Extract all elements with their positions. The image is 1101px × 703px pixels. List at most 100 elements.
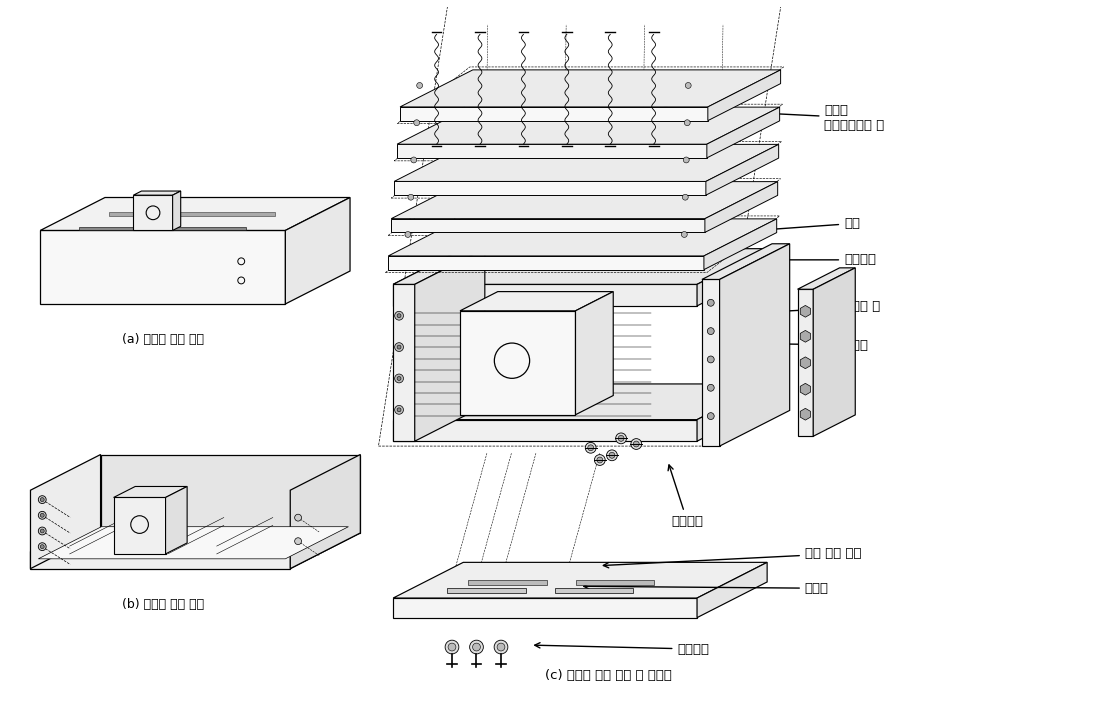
Circle shape [683, 194, 688, 200]
Polygon shape [800, 357, 810, 368]
Polygon shape [113, 498, 165, 554]
Polygon shape [468, 581, 546, 586]
Polygon shape [393, 284, 697, 306]
Circle shape [685, 120, 690, 126]
Circle shape [397, 314, 401, 318]
Polygon shape [697, 562, 767, 618]
Polygon shape [393, 562, 767, 598]
Circle shape [615, 433, 626, 444]
Polygon shape [31, 455, 100, 569]
Circle shape [707, 299, 715, 307]
Polygon shape [100, 455, 360, 533]
Polygon shape [31, 551, 291, 569]
Circle shape [607, 450, 618, 460]
Polygon shape [391, 181, 777, 219]
Polygon shape [576, 292, 613, 415]
Circle shape [397, 345, 401, 349]
Polygon shape [797, 268, 855, 289]
Polygon shape [797, 289, 814, 437]
Circle shape [448, 643, 456, 651]
Circle shape [295, 538, 302, 545]
Polygon shape [39, 527, 348, 559]
Polygon shape [393, 284, 415, 441]
Circle shape [405, 231, 411, 238]
Circle shape [445, 640, 459, 654]
Circle shape [39, 527, 46, 535]
Circle shape [414, 120, 419, 126]
Polygon shape [460, 292, 613, 311]
Circle shape [39, 511, 46, 520]
Text: 고정볼트: 고정볼트 [668, 465, 704, 528]
Polygon shape [393, 420, 697, 441]
Circle shape [397, 408, 401, 412]
Circle shape [707, 385, 715, 391]
Circle shape [39, 543, 46, 550]
Circle shape [470, 640, 483, 654]
Text: 슬라이더: 슬라이더 [735, 253, 876, 266]
Circle shape [472, 643, 480, 651]
Text: 마찰볼트: 마찰볼트 [535, 643, 709, 655]
Polygon shape [708, 70, 781, 121]
Polygon shape [397, 107, 780, 144]
Polygon shape [706, 144, 778, 195]
Circle shape [41, 545, 44, 548]
Circle shape [685, 82, 691, 89]
Polygon shape [576, 581, 654, 586]
Circle shape [295, 514, 302, 521]
Circle shape [394, 374, 403, 383]
Polygon shape [285, 198, 350, 304]
Circle shape [609, 452, 614, 458]
Text: 초탄성
형상기억합금 봉: 초탄성 형상기억합금 봉 [662, 104, 885, 131]
Text: 바닥판: 바닥판 [584, 581, 829, 595]
Circle shape [631, 439, 642, 449]
Polygon shape [389, 256, 704, 270]
Polygon shape [400, 107, 708, 121]
Text: 블래킷: 블래킷 [735, 339, 868, 352]
Circle shape [588, 445, 593, 451]
Polygon shape [394, 144, 778, 181]
Circle shape [707, 413, 715, 420]
Polygon shape [702, 280, 720, 446]
Polygon shape [702, 244, 789, 280]
Polygon shape [397, 144, 707, 158]
Polygon shape [173, 191, 181, 231]
Circle shape [586, 442, 596, 453]
Polygon shape [393, 384, 767, 420]
Polygon shape [460, 311, 576, 415]
Circle shape [41, 513, 44, 517]
Circle shape [416, 82, 423, 89]
Circle shape [707, 328, 715, 335]
Polygon shape [393, 598, 697, 618]
Polygon shape [291, 455, 360, 569]
Circle shape [494, 640, 508, 654]
Text: 슬롯 볼트 구멍: 슬롯 볼트 구멍 [603, 548, 861, 568]
Circle shape [707, 356, 715, 363]
Polygon shape [800, 408, 810, 420]
Circle shape [497, 643, 505, 651]
Circle shape [394, 406, 403, 414]
Polygon shape [555, 588, 633, 593]
Polygon shape [800, 383, 810, 395]
Polygon shape [800, 330, 810, 342]
Text: (a) 스마트 댓퍼 외관: (a) 스마트 댓퍼 외관 [122, 333, 204, 347]
Polygon shape [389, 219, 776, 256]
Text: (b) 스마트 넓퍼 내부: (b) 스마트 넓퍼 내부 [122, 598, 204, 611]
Polygon shape [697, 249, 767, 306]
Circle shape [407, 194, 414, 200]
Polygon shape [707, 107, 780, 158]
Polygon shape [391, 219, 705, 233]
Circle shape [595, 455, 606, 465]
Polygon shape [41, 231, 285, 304]
Polygon shape [720, 244, 789, 446]
Polygon shape [400, 70, 781, 107]
Polygon shape [31, 533, 360, 569]
Polygon shape [41, 198, 350, 231]
Polygon shape [447, 588, 525, 593]
Circle shape [41, 498, 44, 501]
Circle shape [618, 435, 624, 441]
Polygon shape [393, 249, 767, 284]
Text: 너트: 너트 [760, 217, 860, 233]
Circle shape [682, 231, 687, 238]
Polygon shape [133, 195, 173, 231]
Text: (c) 스마트 눓퍼 구성 및 조립도: (c) 스마트 눓퍼 구성 및 조립도 [545, 669, 673, 682]
